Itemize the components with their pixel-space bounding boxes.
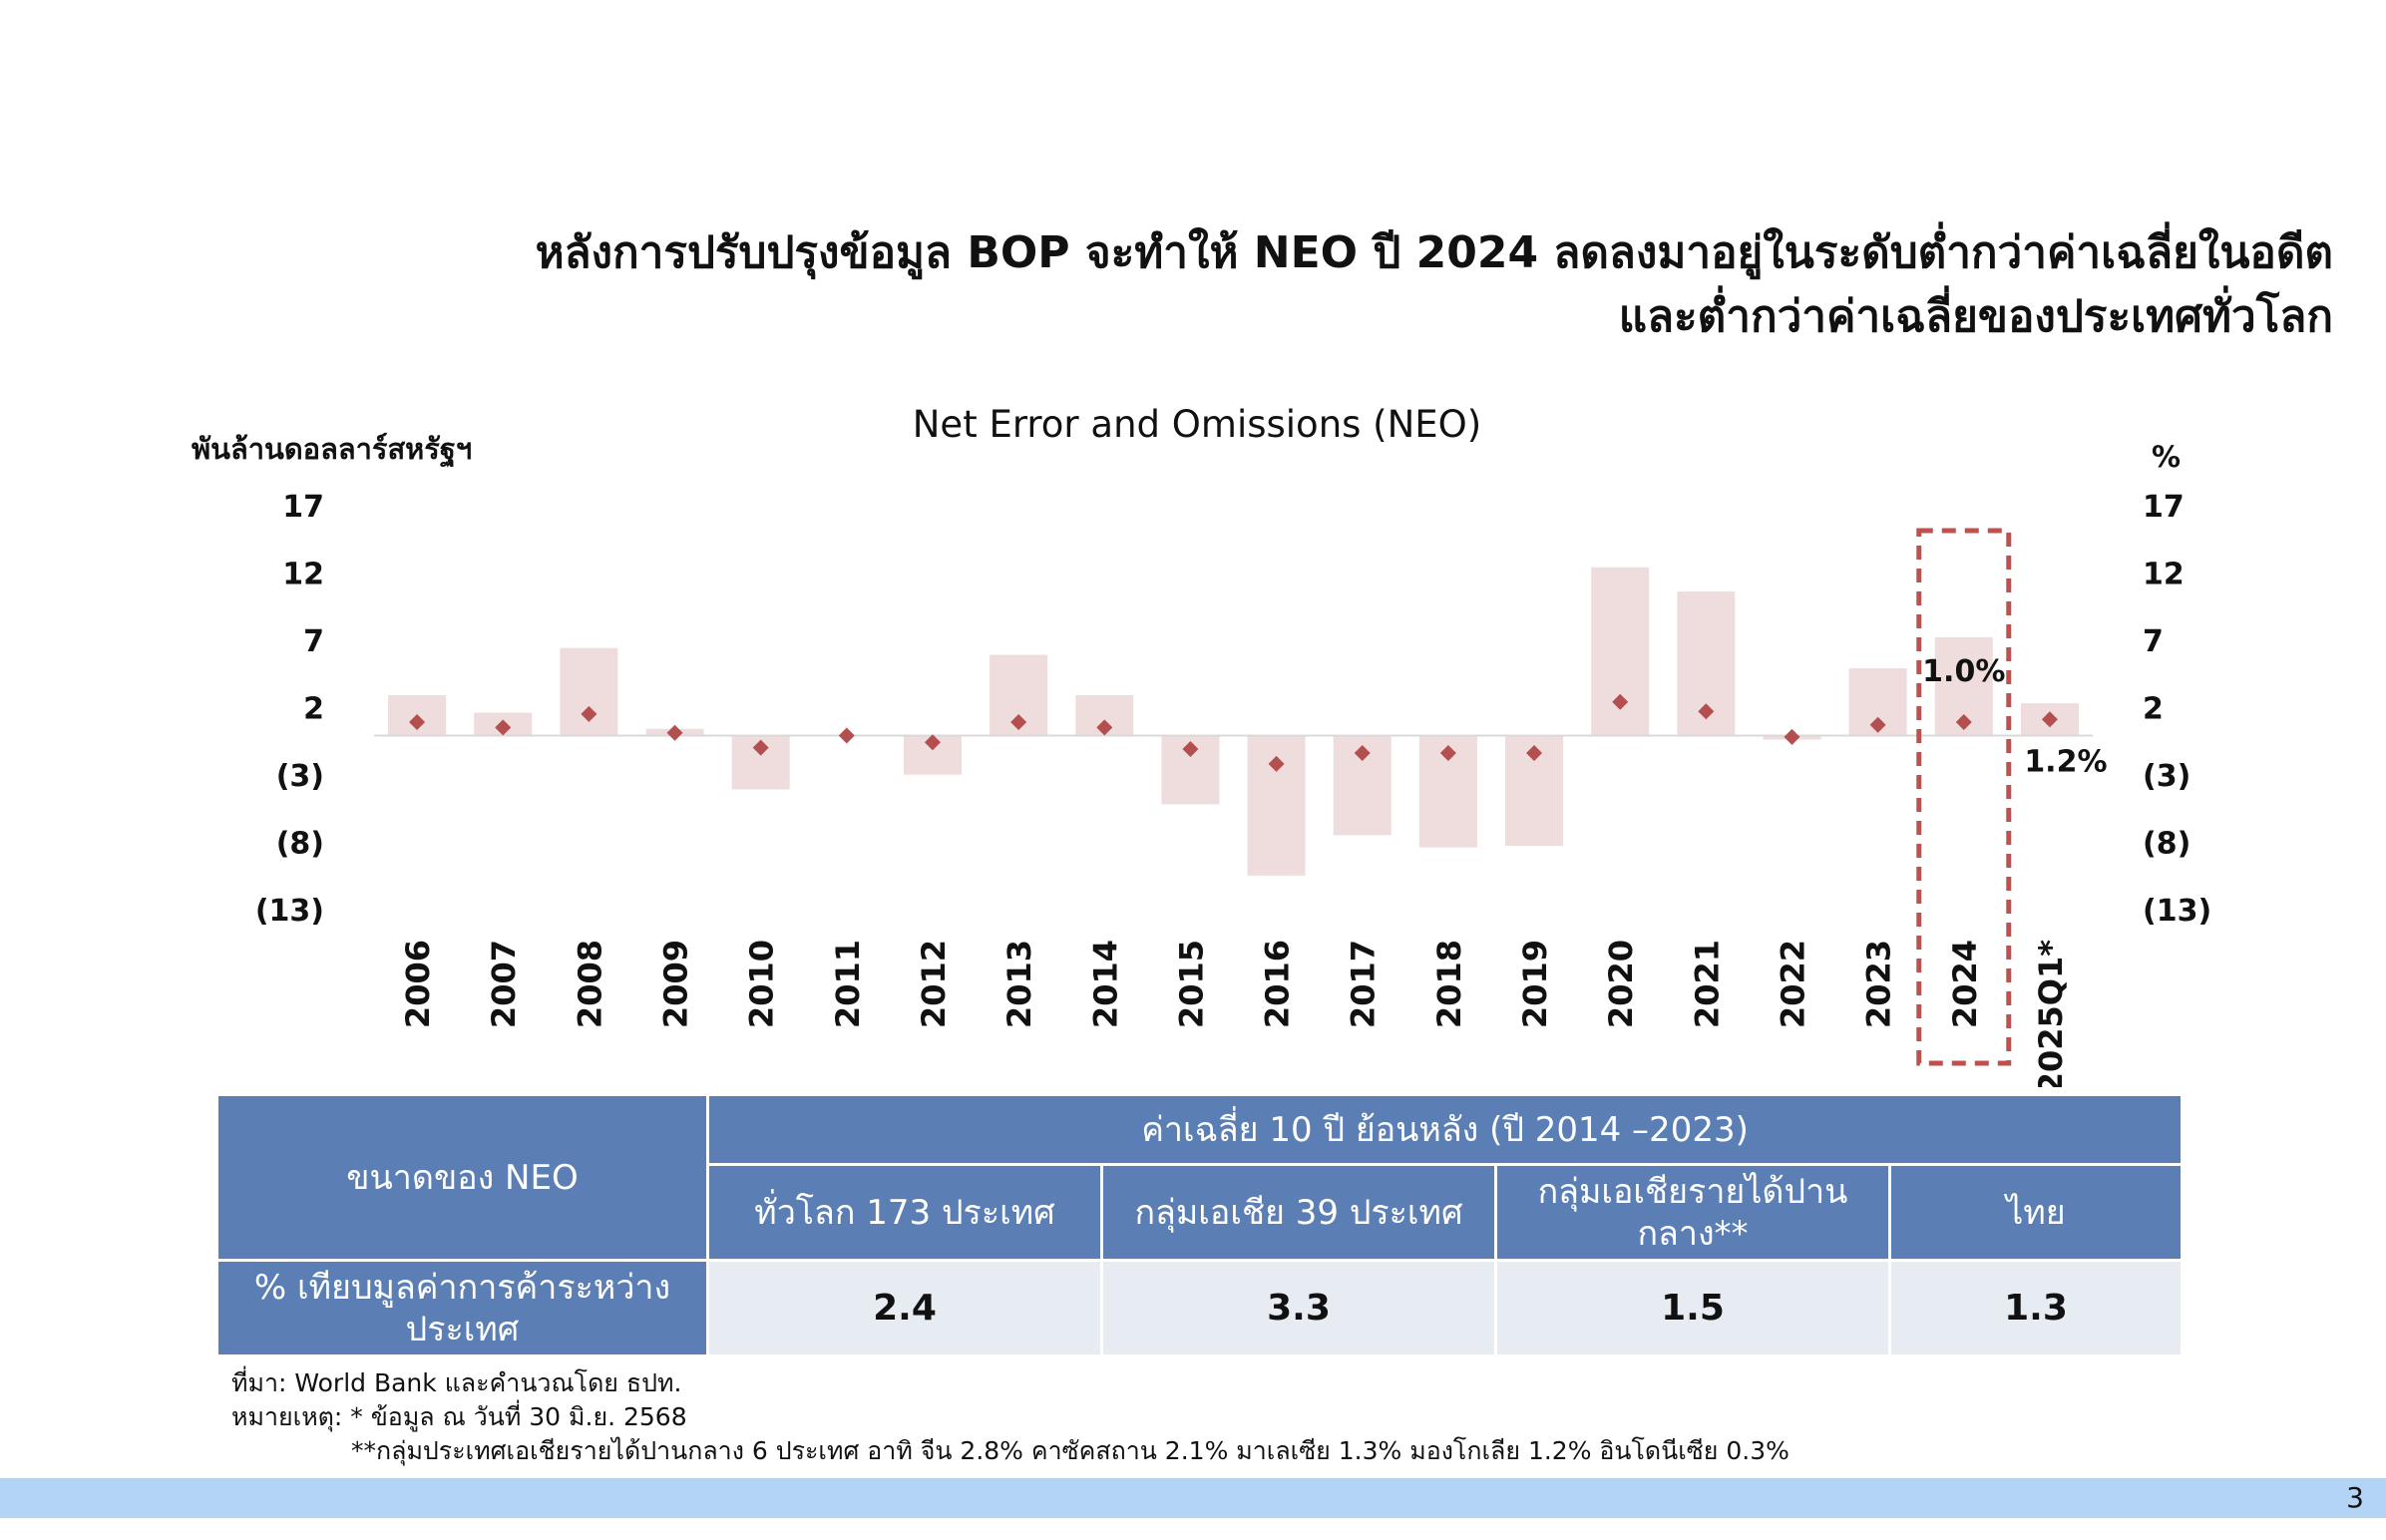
category-label: 2017 bbox=[1345, 940, 1383, 1028]
value-asia-middle-income: 1.5 bbox=[1494, 1259, 1891, 1357]
col-header-thailand: ไทย bbox=[1887, 1163, 2185, 1262]
marker-point bbox=[1698, 703, 1715, 720]
category-label: 2024 bbox=[1946, 940, 1984, 1028]
neo-chart: Net Error and Omissions (NEO) พันล้านดอล… bbox=[192, 403, 2211, 1087]
marker-point bbox=[1182, 741, 1199, 757]
headline-line-2: และต่ำกว่าค่าเฉลี่ยของประเทศทั่วโลก bbox=[1618, 291, 2333, 342]
page-number: 3 bbox=[2346, 1481, 2364, 1514]
category-label: 2008 bbox=[571, 940, 608, 1028]
right-tick-label: (13) bbox=[2143, 894, 2211, 929]
marker-point bbox=[924, 734, 941, 751]
source-note: ที่มา: World Bank และคำนวณโดย ธปท. bbox=[231, 1368, 682, 1397]
left-tick-label: (3) bbox=[276, 759, 324, 794]
chart-title: Net Error and Omissions (NEO) bbox=[913, 403, 1481, 446]
marker-point bbox=[1096, 719, 1113, 736]
value-world: 2.4 bbox=[706, 1259, 1103, 1357]
marker-point bbox=[495, 719, 512, 736]
highlight-box-2024 bbox=[1916, 528, 2012, 1066]
category-label: 2010 bbox=[743, 940, 781, 1028]
category-label: 2020 bbox=[1602, 940, 1640, 1028]
right-tick-label: 7 bbox=[2143, 624, 2164, 659]
category-label: 2015 bbox=[1172, 940, 1210, 1028]
bar bbox=[560, 647, 618, 736]
right-tick-label: 12 bbox=[2143, 558, 2185, 592]
marker-point bbox=[1526, 745, 1543, 762]
marker-point bbox=[1439, 745, 1456, 762]
right-tick-label: 17 bbox=[2143, 490, 2185, 525]
marker-point bbox=[1268, 755, 1285, 772]
category-label: 2009 bbox=[657, 940, 695, 1028]
right-tick-label: 2 bbox=[2143, 692, 2164, 727]
data-label-2024: 1.0% bbox=[1922, 654, 2005, 689]
value-thailand: 1.3 bbox=[1887, 1259, 2185, 1357]
category-label: 2011 bbox=[829, 940, 867, 1028]
category-label: 2012 bbox=[915, 940, 953, 1028]
marker-point bbox=[409, 714, 426, 730]
category-label: 2013 bbox=[1000, 940, 1038, 1028]
headline-line-1: หลังการปรับปรุงข้อมูล BOP จะทำให้ NEO ปี… bbox=[535, 227, 2333, 278]
marker-point bbox=[1784, 728, 1800, 745]
left-tick-label: 12 bbox=[282, 558, 324, 592]
left-tick-label: 7 bbox=[303, 624, 324, 659]
left-tick-label: 17 bbox=[282, 490, 324, 525]
marker-point bbox=[838, 727, 855, 744]
footnote-1: หมายเหตุ: * ข้อมูล ณ วันที่ 30 มิ.ย. 256… bbox=[231, 1402, 687, 1431]
marker-point bbox=[1612, 693, 1629, 710]
value-asia: 3.3 bbox=[1100, 1259, 1497, 1357]
marker-point bbox=[581, 705, 597, 722]
col-header-world: ทั่วโลก 173 ประเทศ bbox=[706, 1163, 1103, 1262]
table-row-header: ขนาดของ NEO bbox=[215, 1093, 709, 1262]
category-label: 2021 bbox=[1688, 940, 1726, 1028]
category-label: 2025Q1* bbox=[2032, 940, 2070, 1087]
right-axis-label: % bbox=[2152, 440, 2181, 474]
category-label: 2023 bbox=[1860, 940, 1898, 1028]
table-group-header: ค่าเฉลี่ย 10 ปี ย้อนหลัง (ปี 2014 –2023) bbox=[705, 1093, 2185, 1166]
marker-point bbox=[1869, 716, 1886, 733]
bar bbox=[1591, 567, 1650, 736]
category-label: 2006 bbox=[399, 940, 437, 1028]
category-label: 2014 bbox=[1086, 940, 1124, 1028]
marker-point bbox=[1010, 714, 1027, 730]
marker-point bbox=[2041, 711, 2058, 728]
marker-point bbox=[666, 724, 683, 741]
marker-point bbox=[752, 739, 769, 756]
category-label: 2022 bbox=[1774, 940, 1811, 1028]
marker-point bbox=[1955, 714, 1972, 730]
category-label: 2019 bbox=[1516, 940, 1554, 1028]
col-header-asia-middle-income: กลุ่มเอเชียรายได้ปานกลาง** bbox=[1494, 1163, 1891, 1262]
category-label: 2007 bbox=[485, 940, 523, 1028]
category-label: 2018 bbox=[1430, 940, 1468, 1028]
neo-average-table: ขนาดของ NEO ค่าเฉลี่ย 10 ปี ย้อนหลัง (ปี… bbox=[215, 1093, 2185, 1357]
right-tick-label: (3) bbox=[2143, 759, 2190, 794]
footer-bar bbox=[0, 1478, 2386, 1518]
left-axis-label: พันล้านดอลลาร์สหรัฐฯ bbox=[192, 432, 472, 468]
footnote-2: **กลุ่มประเทศเอเชียรายได้ปานกลาง 6 ประเท… bbox=[351, 1436, 1790, 1465]
category-label: 2016 bbox=[1259, 940, 1297, 1028]
left-tick-label: (13) bbox=[255, 894, 324, 929]
col-header-asia: กลุ่มเอเชีย 39 ประเทศ bbox=[1100, 1163, 1497, 1262]
right-tick-label: (8) bbox=[2143, 827, 2190, 862]
left-tick-label: 2 bbox=[303, 692, 324, 727]
left-tick-label: (8) bbox=[276, 827, 324, 862]
marker-point bbox=[1354, 745, 1371, 762]
data-label-2025Q1: 1.2% bbox=[2024, 744, 2107, 779]
table-row-label: % เทียบมูลค่าการค้าระหว่างประเทศ bbox=[215, 1259, 709, 1357]
